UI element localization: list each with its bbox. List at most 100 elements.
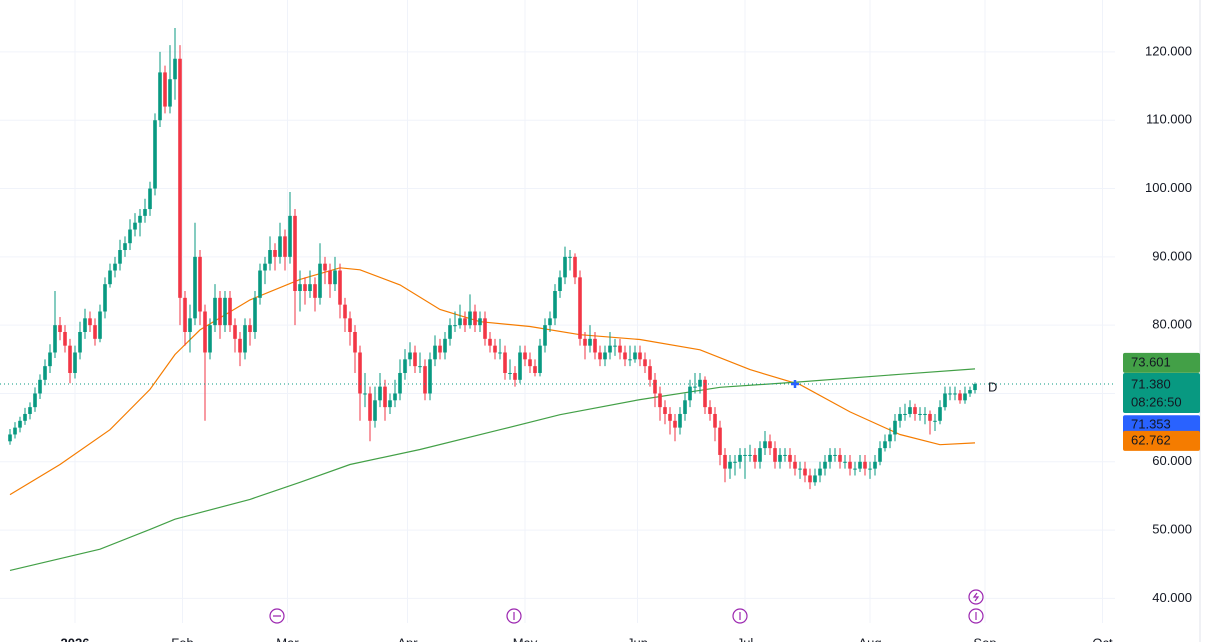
candle-body xyxy=(728,461,732,469)
candle-body xyxy=(533,366,537,373)
price-axis: 40.00050.00060.00070.00080.00090.000100.… xyxy=(61,43,1200,642)
candle-body xyxy=(78,331,82,353)
candle-body xyxy=(223,297,227,326)
candle-body xyxy=(178,58,182,298)
candle-body xyxy=(828,454,832,462)
candle-body xyxy=(833,454,837,456)
x-tick-label: Mar xyxy=(276,635,299,642)
y-tick-label: 60.000 xyxy=(1152,453,1192,468)
candle-body xyxy=(948,393,952,395)
candle-body xyxy=(363,393,367,395)
candle-body xyxy=(538,345,542,373)
candle-body xyxy=(258,270,262,298)
candle-body xyxy=(323,263,327,271)
candle-body xyxy=(843,461,847,463)
candle-body xyxy=(93,325,97,339)
candle-body xyxy=(558,277,562,292)
candle-body xyxy=(848,461,852,469)
candle-body xyxy=(493,345,497,353)
candle-body xyxy=(738,454,742,462)
candle-body xyxy=(523,352,527,360)
candle-body xyxy=(543,325,547,346)
candle-body xyxy=(118,250,122,264)
candle-body xyxy=(423,366,427,394)
candle-body xyxy=(628,359,632,361)
candle-body xyxy=(908,407,912,414)
candle-body xyxy=(313,284,317,298)
candle-body xyxy=(98,311,102,339)
candle-body xyxy=(103,284,107,312)
candle-body xyxy=(338,270,342,305)
candle-body xyxy=(553,291,557,319)
candle-body xyxy=(373,400,377,421)
grid xyxy=(0,0,1115,623)
ma-label: 62.762 xyxy=(1131,432,1171,447)
plot: D xyxy=(0,28,1115,571)
candle-body xyxy=(768,441,772,449)
x-tick-label: 2026 xyxy=(61,635,90,642)
x-tick-label: Aug xyxy=(858,635,881,642)
candle-body xyxy=(608,345,612,353)
candle-body xyxy=(658,393,662,408)
candle-body xyxy=(73,352,77,373)
candle-body xyxy=(418,366,422,368)
candle-body xyxy=(478,318,482,326)
candle-body xyxy=(368,393,372,421)
candle-body xyxy=(358,352,362,394)
candle-body xyxy=(298,284,302,292)
candle-body xyxy=(443,338,447,353)
candle-body xyxy=(18,420,22,428)
candle-body xyxy=(253,297,257,332)
candle-body xyxy=(663,407,667,414)
candle-body xyxy=(353,331,357,353)
candle-body xyxy=(188,318,192,332)
candle-body xyxy=(408,352,412,360)
candle-body xyxy=(813,475,817,483)
candle-body xyxy=(598,352,602,360)
candle-body xyxy=(53,325,57,353)
candle-body xyxy=(468,311,472,326)
interval-marker: D xyxy=(988,379,997,394)
candle-body xyxy=(708,407,712,414)
candle-body xyxy=(233,325,237,339)
candle-body xyxy=(393,393,397,401)
candle-body xyxy=(273,250,277,257)
candle-body xyxy=(698,379,702,387)
candle-body xyxy=(28,407,32,414)
candle-body xyxy=(113,263,117,271)
candle-body xyxy=(248,325,252,332)
candle-body xyxy=(958,393,962,401)
x-tick-label: Feb xyxy=(171,635,193,642)
y-tick-label: 50.000 xyxy=(1152,522,1192,537)
candle-body xyxy=(818,468,822,476)
candle-body xyxy=(968,390,972,394)
candle-body xyxy=(283,236,287,257)
candle-body xyxy=(58,325,62,332)
candle-body xyxy=(458,318,462,326)
candle-body xyxy=(288,215,292,257)
candle-body xyxy=(858,461,862,469)
candle-body xyxy=(923,413,927,415)
candle-body xyxy=(623,352,627,360)
candle-body xyxy=(48,352,52,367)
candle-body xyxy=(893,420,897,435)
x-tick-label: Jul xyxy=(737,635,754,642)
candle-body xyxy=(213,297,217,326)
candle-body xyxy=(873,461,877,469)
candle-body xyxy=(678,413,682,428)
candle-body xyxy=(123,243,127,251)
candle-body xyxy=(668,413,672,421)
candle-body xyxy=(13,427,17,435)
candle-body xyxy=(378,386,382,401)
candle-body xyxy=(943,393,947,408)
y-tick-label: 100.000 xyxy=(1145,180,1192,195)
candle-body xyxy=(398,372,402,394)
x-tick-label: Oct xyxy=(1092,635,1113,642)
candle-body xyxy=(938,407,942,421)
candle-body xyxy=(328,270,332,285)
ma-label: 73.601 xyxy=(1131,354,1171,369)
candle-body xyxy=(718,427,722,455)
candle-body xyxy=(548,318,552,326)
candle-body xyxy=(463,318,467,326)
